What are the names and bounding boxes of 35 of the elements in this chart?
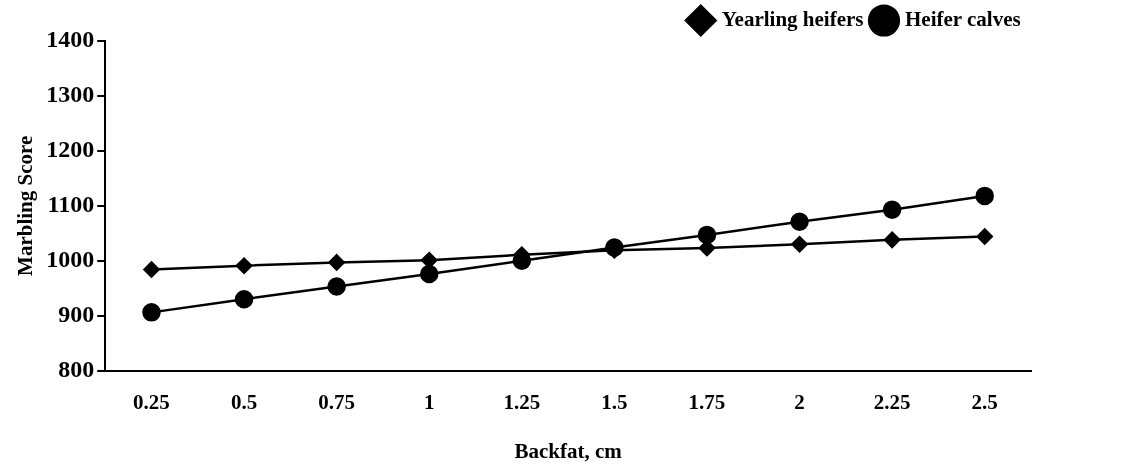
point: [143, 261, 160, 278]
point: [882, 200, 902, 219]
point: [234, 289, 254, 309]
point: [142, 303, 161, 322]
y-tick-label: 1200: [46, 136, 95, 163]
x-tick-label: 1.25: [503, 389, 541, 414]
x-tick-label: 1.75: [688, 389, 726, 414]
y-tick-label: 1400: [46, 26, 95, 53]
point: [697, 225, 717, 245]
point: [883, 231, 901, 249]
point: [328, 254, 345, 271]
x-tick-label: 1.5: [601, 389, 628, 414]
x-tick-label: 0.75: [318, 389, 356, 414]
point: [975, 186, 994, 206]
point: [235, 257, 253, 274]
point: [419, 264, 439, 284]
legend-label: Heifer calves: [904, 6, 1021, 31]
point: [791, 236, 808, 253]
x-tick-label: 2: [794, 389, 805, 414]
x-tick-label: 1: [423, 389, 435, 414]
y-tick-label: 900: [58, 300, 95, 327]
point: [976, 228, 993, 245]
x-tick-label: 2.5: [971, 389, 998, 414]
y-axis-title: Marbling Score: [13, 135, 38, 276]
x-axis-title: Backfat, cm: [514, 438, 623, 463]
x-tick-label: 2.25: [873, 389, 911, 414]
y-tick-label: 1300: [46, 81, 95, 108]
x-tick-label: 0.5: [230, 389, 258, 414]
legend-label: Yearling heifers: [721, 6, 864, 31]
y-tick-label: 1000: [46, 245, 95, 272]
x-tick-label: 0.25: [133, 389, 170, 414]
point: [327, 277, 346, 296]
y-tick-label: 1100: [47, 191, 95, 217]
y-tick-label: 800: [58, 355, 95, 382]
point: [790, 212, 809, 231]
